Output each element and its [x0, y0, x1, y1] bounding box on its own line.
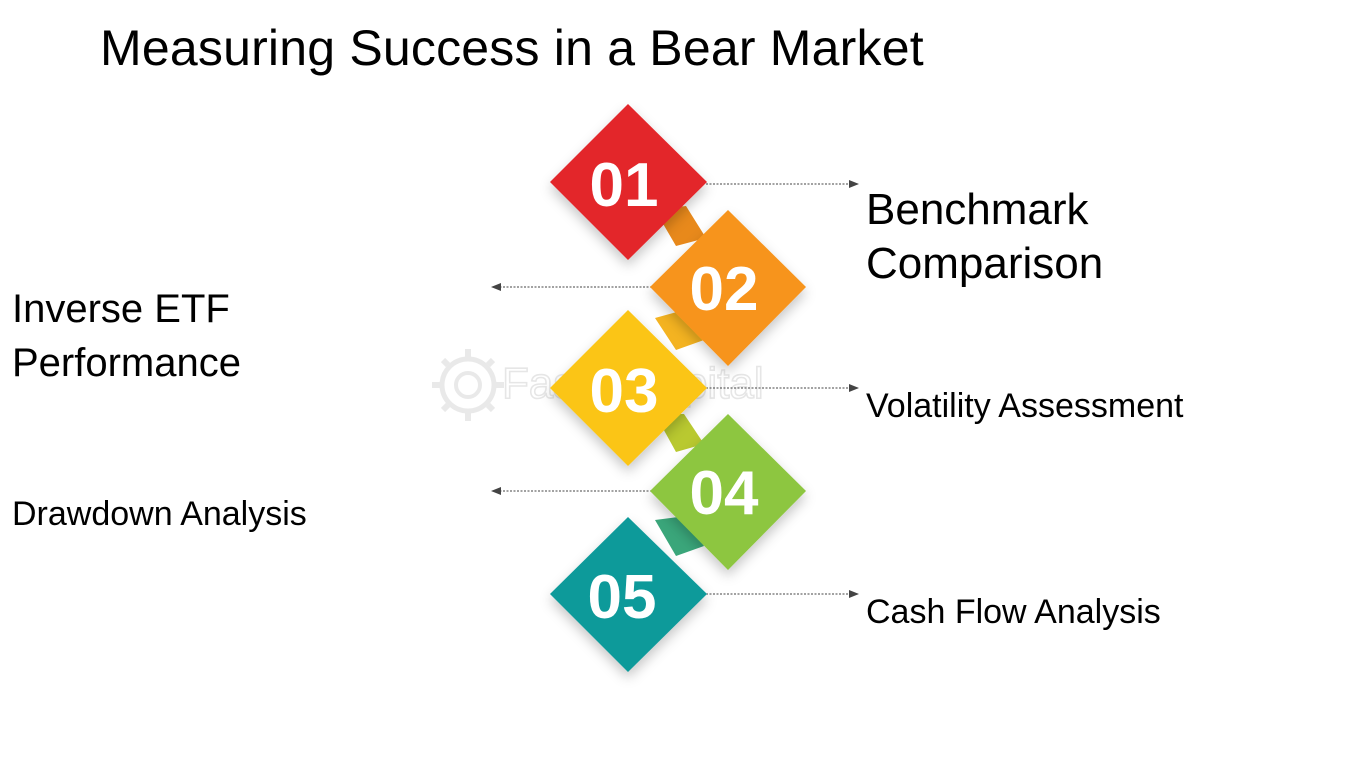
label-line: Cash Flow Analysis — [866, 593, 1161, 631]
step-label-inverse-etf-performance: Inverse ETF Performance — [12, 282, 241, 390]
diamond-shape — [550, 310, 707, 466]
connector-arrows — [491, 180, 859, 598]
diamond-step-4: 04 — [650, 414, 806, 570]
diamond-step-3: 03 — [550, 310, 707, 466]
step-number: 05 — [588, 563, 657, 632]
step-number: 02 — [690, 255, 759, 324]
label-line: Performance — [12, 341, 241, 385]
step-number: 04 — [690, 459, 759, 528]
step-label-cash-flow-analysis: Cash Flow Analysis — [866, 592, 1161, 632]
ribbon-link-2-3 — [655, 310, 704, 350]
label-line: Drawdown Analysis — [12, 495, 307, 533]
diamond-shape — [650, 414, 806, 570]
diamond-step-2: 02 — [650, 210, 806, 366]
diamond-step-1: 01 — [550, 104, 707, 260]
step-number: 01 — [590, 151, 659, 220]
label-line: Volatility Assessment — [866, 387, 1184, 425]
label-line: Comparison — [866, 239, 1104, 288]
diamond-shape — [650, 210, 806, 366]
step-label-volatility-assessment: Volatility Assessment — [866, 386, 1183, 426]
diamond-step-5: 05 — [550, 517, 707, 672]
diamond-shape — [550, 104, 707, 260]
step-number: 03 — [590, 357, 659, 426]
gear-icon — [432, 349, 504, 421]
label-line: Benchmark — [866, 185, 1089, 234]
step-label-benchmark-comparison: Benchmark Comparison — [866, 183, 1103, 291]
label-line: Inverse ETF — [12, 287, 230, 331]
step-label-drawdown-analysis: Drawdown Analysis — [12, 494, 307, 534]
page-title: Measuring Success in a Bear Market — [100, 20, 924, 76]
diamond-shape — [550, 517, 707, 672]
